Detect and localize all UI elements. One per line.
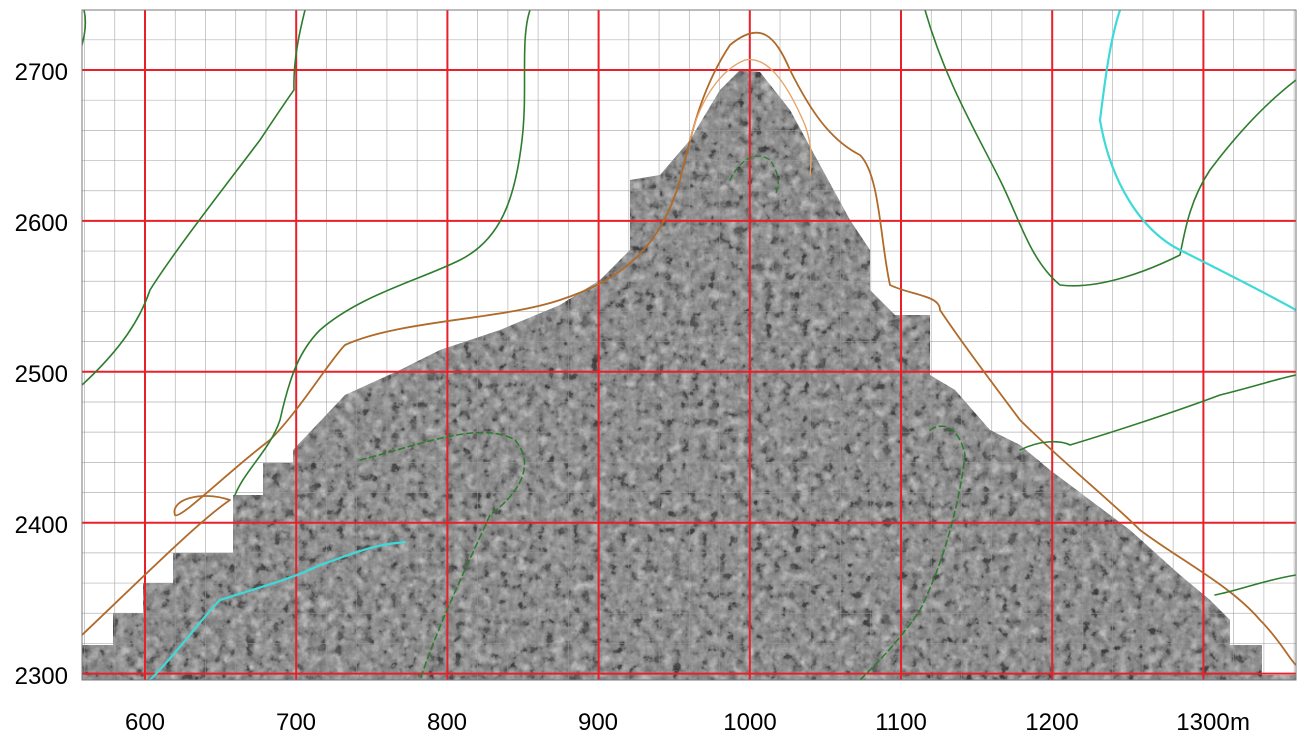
y-tick-label: 2300 [15, 663, 68, 690]
contour-line [82, 10, 306, 386]
x-tick-label: 1000 [723, 709, 776, 736]
x-tick-label: 900 [578, 709, 618, 736]
contour-line [924, 10, 1296, 287]
map-features [82, 10, 1296, 680]
x-tick-label: 1300 [1176, 709, 1229, 736]
y-tick-label: 2700 [15, 59, 68, 86]
inner-boundary-line [689, 58, 812, 176]
contour-line [234, 10, 531, 496]
y-axis: 2700 2600 2500 2400 2300 [15, 59, 68, 690]
plot-frame [81, 9, 1297, 681]
contour-line [1214, 574, 1296, 596]
major-grid [82, 10, 1296, 680]
x-tick-label: 1200 [1025, 709, 1078, 736]
x-tick-label: 800 [427, 709, 467, 736]
x-tick-label: 700 [276, 709, 316, 736]
y-tick-label: 2600 [15, 210, 68, 237]
y-tick-label: 2400 [15, 512, 68, 539]
x-axis-unit: m [1230, 709, 1250, 736]
contour-line [359, 431, 526, 680]
contour-line [1019, 374, 1296, 451]
x-tick-label: 1100 [875, 709, 927, 736]
survey-boundary-line [82, 31, 1296, 666]
contour-line [729, 155, 779, 196]
stream-line [148, 540, 407, 680]
y-tick-label: 2500 [15, 361, 68, 388]
contour-line [82, 10, 87, 46]
x-axis: 600 700 800 900 1000 1100 1200 1300 m [125, 709, 1250, 736]
x-tick-label: 600 [125, 709, 165, 736]
contour-line [859, 425, 966, 680]
stream-line [1098, 10, 1296, 312]
